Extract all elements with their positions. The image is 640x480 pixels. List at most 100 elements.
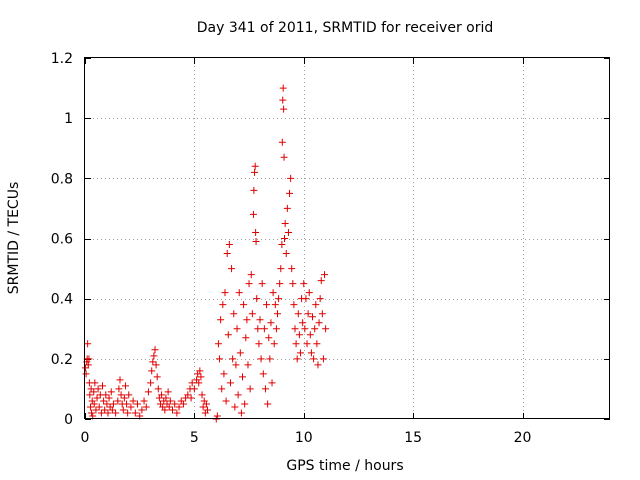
data-point [280, 153, 288, 161]
data-point [100, 397, 108, 405]
data-point [219, 301, 227, 309]
data-point [82, 370, 90, 378]
data-point [236, 349, 244, 357]
data-point [311, 325, 319, 333]
data-point [243, 316, 251, 324]
data-point [317, 277, 325, 285]
chart-title: Day 341 of 2011, SRMTID for receiver ori… [197, 20, 494, 36]
data-point [259, 370, 267, 378]
data-point [161, 406, 169, 414]
data-point [257, 355, 265, 363]
data-point [84, 340, 92, 348]
data-point [153, 373, 161, 381]
data-point [165, 403, 173, 411]
data-point [242, 334, 250, 342]
x-tick-label: 0 [81, 430, 90, 446]
data-point [198, 391, 206, 399]
data-point [291, 325, 299, 333]
data-point [91, 379, 99, 387]
data-point [112, 409, 120, 417]
data-point [268, 379, 276, 387]
data-point [249, 210, 257, 218]
data-point [307, 349, 315, 357]
data-point [232, 361, 240, 369]
data-point [121, 382, 129, 390]
data-point [300, 280, 308, 288]
data-point [246, 385, 254, 393]
data-point [248, 310, 256, 318]
data-point [275, 295, 283, 303]
data-point [306, 331, 314, 339]
data-point [104, 409, 112, 417]
data-point [218, 385, 226, 393]
data-point [105, 394, 113, 402]
data-point [314, 361, 322, 369]
data-point [274, 310, 281, 318]
data-point [226, 379, 234, 387]
data-point [289, 280, 297, 288]
data-point [223, 250, 231, 258]
data-point [256, 316, 264, 324]
data-point [138, 406, 146, 414]
data-point [115, 385, 123, 393]
data-point [233, 325, 241, 333]
data-point [228, 265, 236, 273]
data-point [296, 349, 304, 357]
data-point [255, 340, 263, 348]
data-point [290, 301, 298, 309]
data-point [97, 409, 105, 417]
data-point [267, 319, 275, 327]
data-point [287, 174, 295, 182]
data-point [295, 331, 303, 339]
data-point [270, 340, 278, 348]
data-point [103, 400, 111, 408]
data-point [244, 361, 252, 369]
data-point [321, 271, 329, 279]
data-point [301, 325, 309, 333]
data-point [286, 189, 294, 197]
data-point [134, 400, 141, 408]
data-point [305, 289, 313, 297]
data-point [316, 295, 324, 303]
data-point [171, 400, 179, 408]
data-point [144, 388, 152, 396]
data-point [179, 400, 187, 408]
data-point [190, 385, 198, 393]
data-point [124, 409, 132, 417]
data-point [197, 373, 205, 381]
data-point [92, 406, 100, 414]
data-point [95, 403, 103, 411]
data-point [279, 96, 287, 104]
data-point [264, 400, 272, 408]
data-point [252, 238, 260, 246]
data-point [222, 397, 230, 405]
y-axis-label: SRMTID / TECUs [6, 182, 22, 295]
data-point [302, 295, 310, 303]
data-point [108, 406, 116, 414]
data-point [261, 385, 269, 393]
data-point [125, 391, 133, 399]
data-point [148, 367, 156, 375]
data-point [260, 325, 268, 333]
data-point [240, 301, 248, 309]
data-point [281, 235, 288, 242]
data-point [220, 370, 228, 378]
data-point [313, 340, 321, 348]
data-point [322, 325, 330, 333]
data-point [131, 409, 139, 417]
data-point [293, 355, 301, 363]
data-point [119, 406, 127, 414]
data-point [230, 310, 238, 318]
data-point [245, 280, 253, 288]
data-point [117, 391, 125, 399]
x-tick-label: 20 [514, 430, 532, 446]
data-point [299, 319, 307, 327]
data-point [269, 289, 277, 297]
data-point [217, 316, 225, 324]
data-point [303, 340, 311, 348]
data-point [90, 388, 98, 396]
data-point [164, 388, 172, 396]
y-tick-label: 0.6 [51, 232, 73, 248]
x-tick-label: 15 [404, 430, 422, 446]
data-point [175, 403, 183, 411]
